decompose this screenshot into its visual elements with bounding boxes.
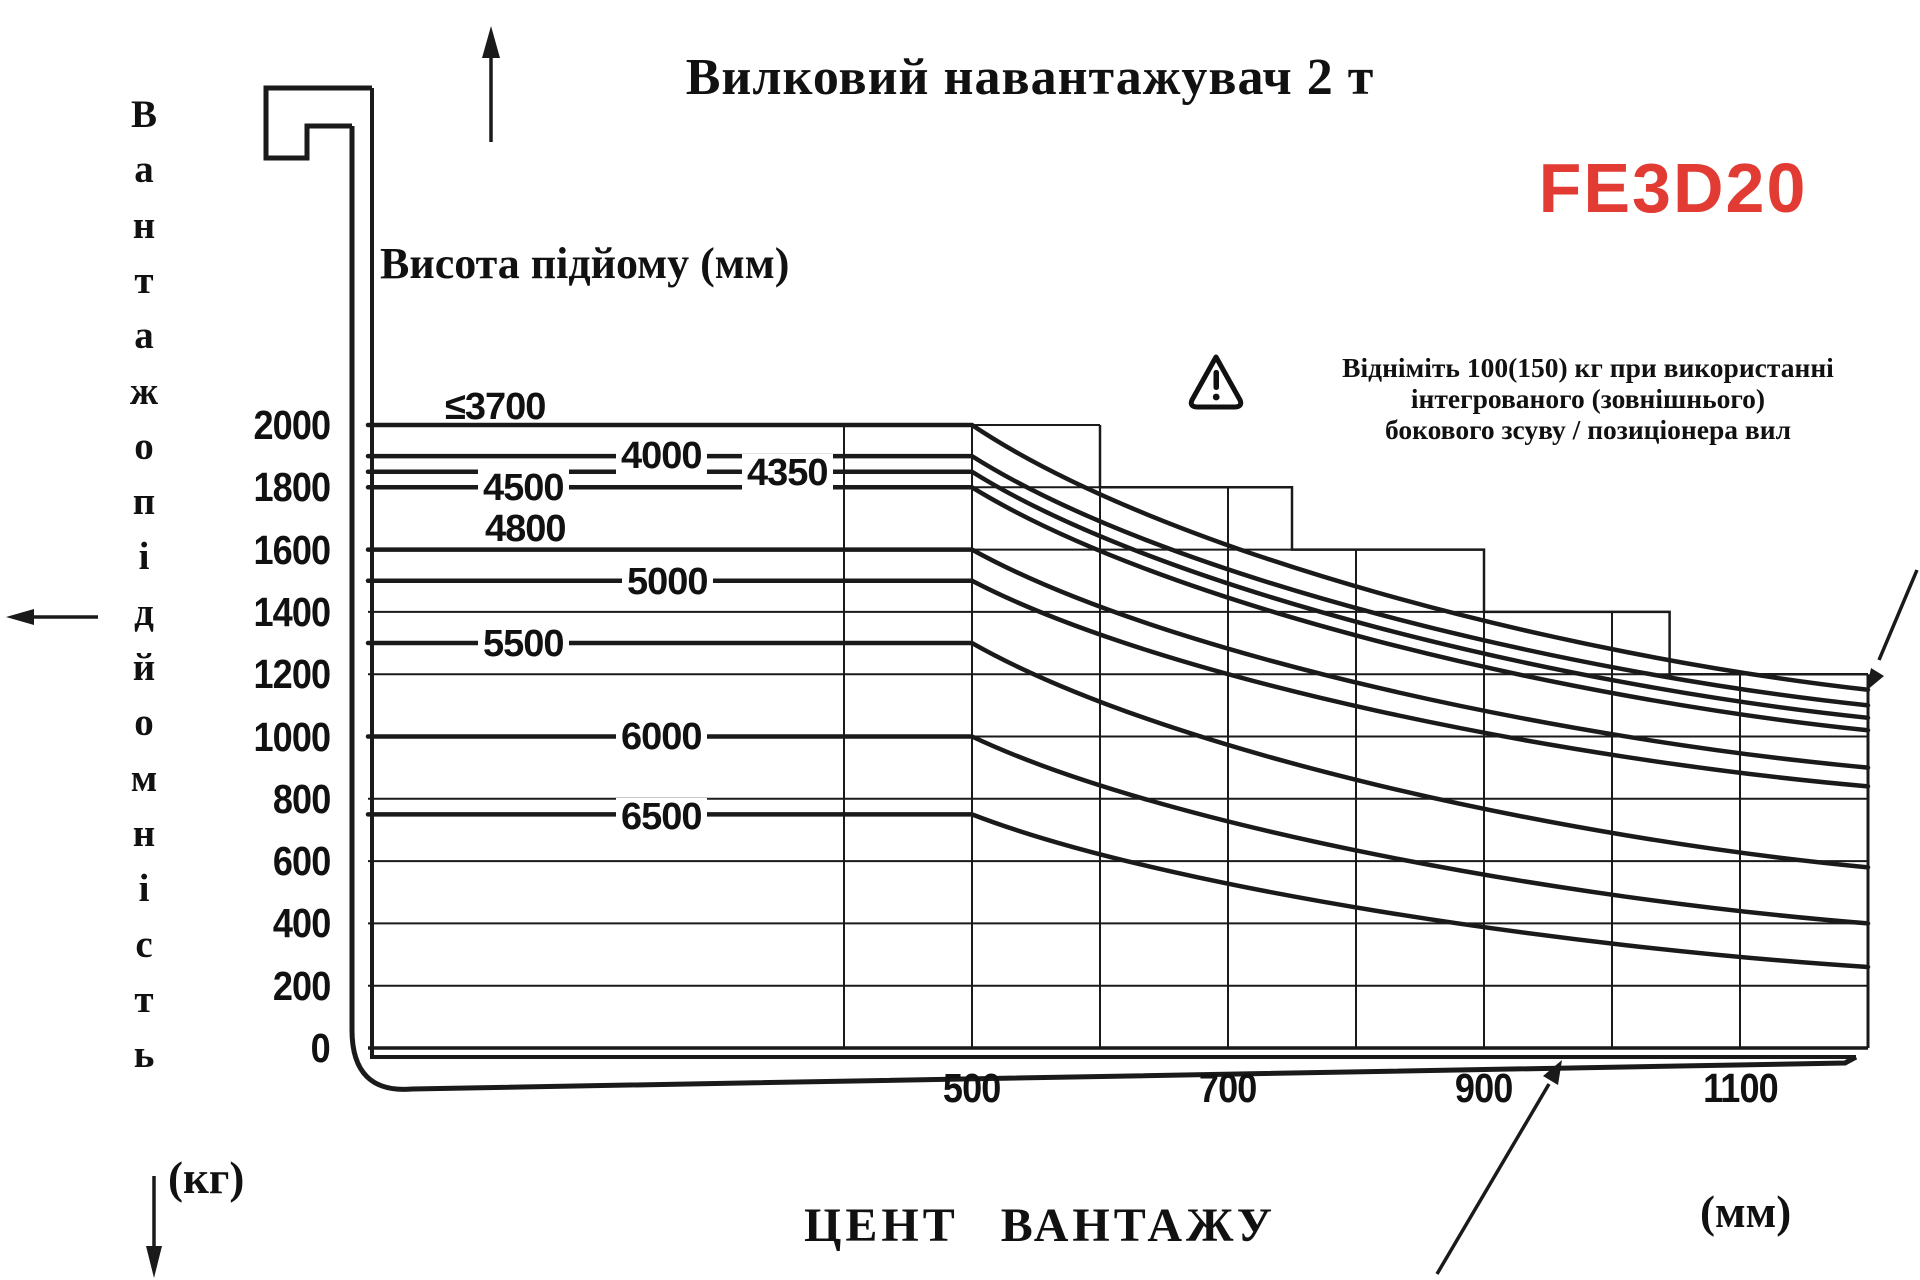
- left-arrow-head: [6, 609, 34, 625]
- capacity-step-boundary: [1098, 425, 1868, 676]
- x-axis-unit-label: (мм): [1700, 1187, 1792, 1237]
- y-tick-1200: 1200: [253, 651, 331, 698]
- y-axis-title-letter: о: [134, 701, 154, 745]
- y-tick-400: 400: [272, 900, 330, 947]
- lift-height-axis-title: Висота підйому (мм): [380, 239, 790, 288]
- curve-label-3700: ≤3700: [445, 386, 546, 428]
- y-axis-title-letter: о: [134, 424, 154, 468]
- y-tick-200: 200: [272, 962, 330, 1009]
- y-axis-title-letter: а: [134, 148, 154, 192]
- y-axis-title-letter: п: [132, 480, 156, 524]
- x-tick-700: 700: [1199, 1065, 1257, 1111]
- y-axis-title-letter: с: [135, 922, 153, 966]
- y-axis-title-letter: ж: [129, 369, 159, 413]
- curve-label-6000: 6000: [616, 717, 707, 756]
- warning-line-3: бокового зсуву / позиціонера вил: [1384, 414, 1792, 445]
- capacity-curve-6000: [365, 734, 1871, 926]
- warning-text: Відніміть 100(150) кг при використанні і…: [1256, 352, 1920, 445]
- page-title: Вилковий навантажувач 2 т: [685, 49, 1375, 106]
- warning-line-2: інтегрованого (зовнішнього): [1410, 383, 1766, 414]
- model-code-label: FE3D20: [1538, 149, 1808, 227]
- y-tick-800: 800: [272, 775, 330, 822]
- fork-pointer-arrow-head: [1543, 1060, 1562, 1085]
- y-axis-title-letter: м: [130, 756, 158, 800]
- y-axis-title-letter: а: [134, 314, 154, 358]
- x-tick-900: 900: [1455, 1065, 1513, 1111]
- curve-label-5000: 5000: [622, 562, 713, 601]
- y-axis-title-letter: і: [138, 867, 150, 911]
- y-tick-1600: 1600: [253, 526, 331, 573]
- x-tick-500: 500: [943, 1065, 1001, 1111]
- down-arrow-head: [146, 1246, 162, 1278]
- capacity-curve-6500: [365, 812, 1871, 970]
- capacity-curve-4350: [365, 469, 1871, 721]
- y-tick-0: 0: [310, 1025, 331, 1071]
- y-axis-title-letter: д: [134, 590, 154, 634]
- capacity-curve-5000: [365, 578, 1871, 789]
- capacity-curve-4000: [365, 453, 1871, 708]
- y-tick-2000: 2000: [253, 402, 331, 448]
- fork-side-profile-drawing: [263, 85, 1858, 1092]
- y-tick-1000: 1000: [253, 713, 331, 760]
- load-center-pointer-arrow-head: [1866, 668, 1884, 691]
- y-axis-unit-label: (кг): [168, 1153, 245, 1203]
- axis-direction-arrows: [6, 26, 1919, 1278]
- warning-triangle-icon: [1184, 350, 1248, 419]
- fork-mast-inner-and-blade-top: [370, 88, 1856, 1059]
- y-axis-title-letter: В: [130, 93, 157, 136]
- x-axis-title: ЦЕНТ ВАНТАЖУ: [804, 1199, 1276, 1252]
- step-boundary-path: [1098, 425, 1868, 676]
- x-tick-1100: 1100: [1702, 1065, 1779, 1111]
- y-axis-title-letter: т: [134, 977, 154, 1021]
- y-axis-title-letter: й: [132, 646, 156, 689]
- curve-label-5500: 5500: [478, 625, 569, 664]
- curve-label-4000: 4000: [616, 437, 707, 476]
- y-axis-title-letter: н: [132, 811, 156, 855]
- y-tick-1800: 1800: [253, 464, 331, 511]
- up-arrow-head: [482, 26, 500, 58]
- load-center-pointer-arrow: [1877, 569, 1919, 661]
- capacity-curve-4800: [365, 547, 1871, 770]
- fork-pointer-arrow: [1435, 1083, 1551, 1275]
- capacity-curve-4500: [365, 485, 1871, 733]
- curve-label-6500: 6500: [616, 798, 707, 837]
- y-axis-title-letter: і: [138, 535, 150, 579]
- curve-label-4800: 4800: [485, 507, 567, 550]
- y-axis-title-letter: т: [134, 258, 154, 302]
- capacity-curve-3700: [365, 422, 1871, 693]
- y-axis-title-letter: ь: [133, 1033, 155, 1077]
- capacity-curves: [365, 422, 1871, 970]
- y-tick-600: 600: [272, 838, 330, 885]
- curve-label-4500: 4500: [478, 469, 569, 508]
- warning-line-1: Відніміть 100(150) кг при використанні: [1342, 352, 1834, 383]
- y-axis-title-letter: н: [132, 203, 156, 247]
- fork-hook-outline: [263, 85, 372, 161]
- capacity-curve-5500: [365, 640, 1871, 870]
- fork-mast-and-blade-bottom: [349, 126, 1858, 1092]
- y-tick-1400: 1400: [253, 588, 331, 635]
- curve-label-4350: 4350: [742, 453, 833, 492]
